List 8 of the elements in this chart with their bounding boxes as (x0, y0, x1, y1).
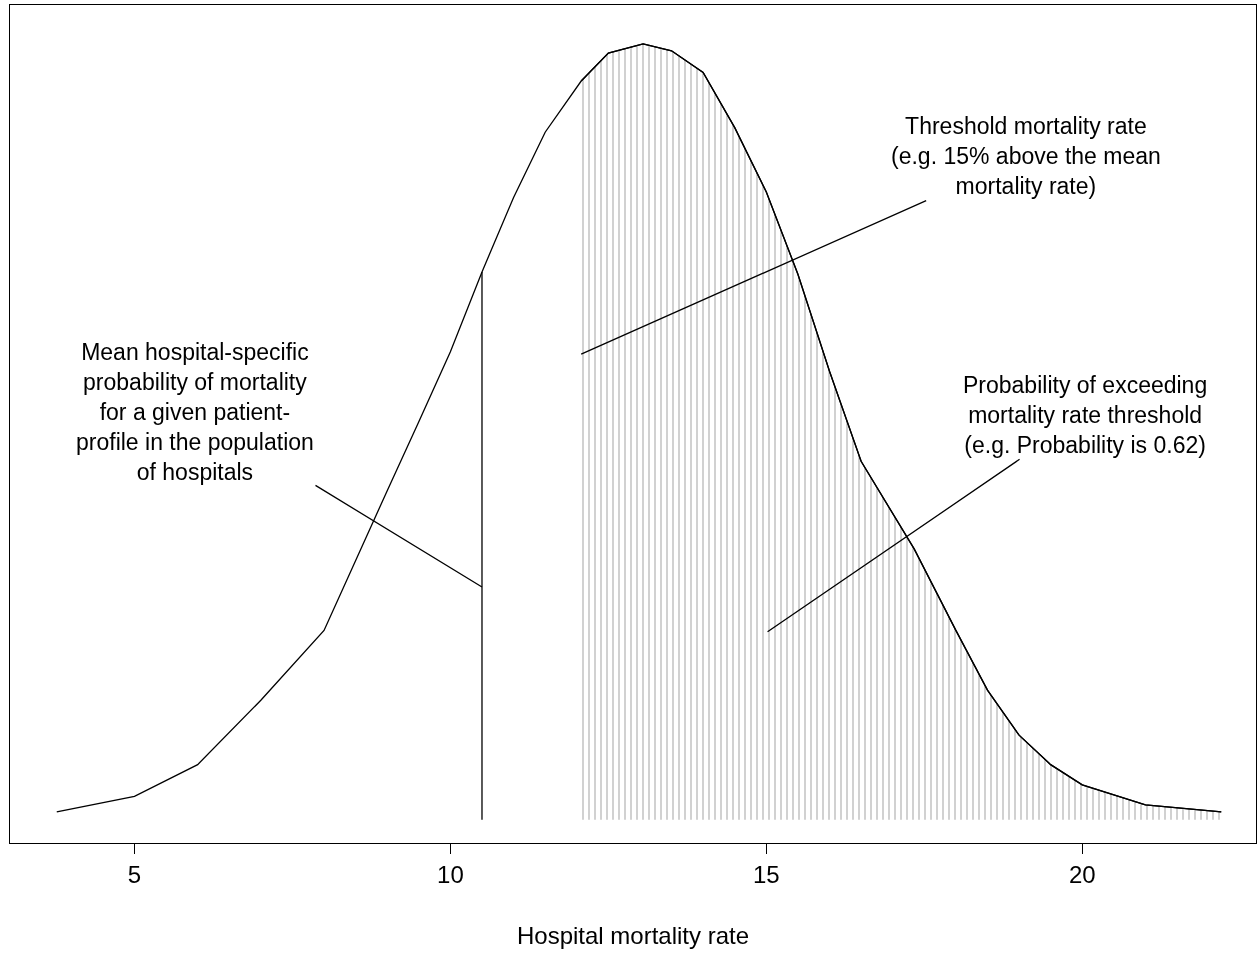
x-axis-title: Hospital mortality rate (516, 922, 750, 950)
x-tick-label: 10 (437, 860, 464, 888)
x-tick-label: 5 (127, 860, 142, 888)
x-tick-label: 20 (1068, 860, 1096, 888)
annotation: Threshold mortality rate (e.g. 15% above the mean mortality rate) (891, 113, 1161, 199)
annotation: Mean hospital-specific probability of mortality for a given patient- profile in the population of hospitals (76, 339, 314, 485)
x-tick-label: 15 (752, 860, 780, 888)
annotation: Probability of exceeding mortality rate threshold (e.g. Probability is 0.62) (963, 372, 1208, 458)
